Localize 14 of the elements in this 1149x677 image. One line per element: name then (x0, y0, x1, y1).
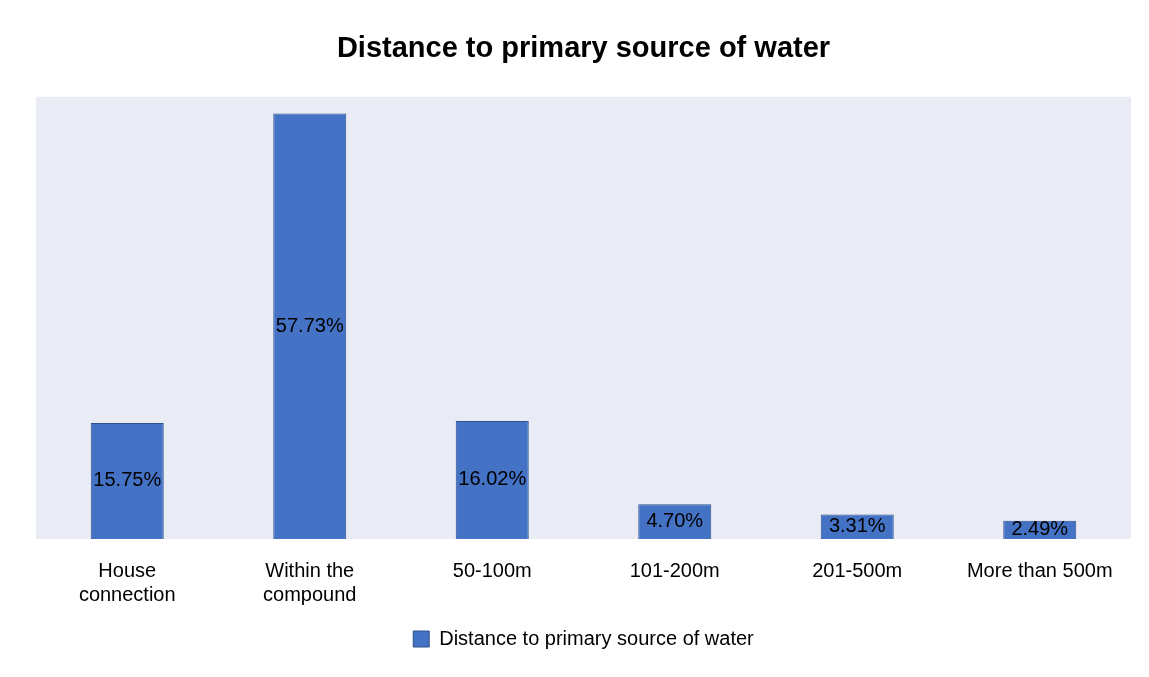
data-label: 4.70% (646, 509, 704, 532)
x-tick-label: Within the compound (263, 558, 357, 605)
x-tick-label: House connection (78, 558, 176, 605)
data-label: 57.73% (275, 313, 344, 336)
legend-label: Distance to primary source of water (439, 626, 755, 649)
data-label: 15.75% (93, 468, 162, 491)
data-label: 3.31% (828, 514, 886, 537)
x-tick-label: More than 500m (966, 558, 1113, 581)
data-label: 16.02% (458, 467, 527, 490)
data-label: 2.49% (1011, 517, 1069, 540)
x-tick-label: 101-200m (629, 558, 720, 581)
chart-title: Distance to primary source of water (336, 31, 831, 64)
x-tick-label: 50-100m (452, 558, 532, 581)
x-tick-label: 201-500m (812, 558, 903, 581)
